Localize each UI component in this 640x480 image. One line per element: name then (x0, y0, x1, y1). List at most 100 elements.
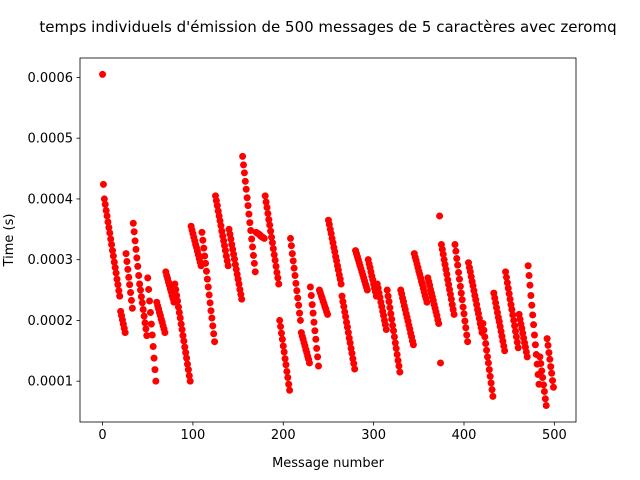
point (174, 303, 182, 311)
point (463, 331, 471, 339)
point (458, 296, 466, 304)
point (287, 242, 295, 250)
point (124, 265, 132, 273)
point (179, 332, 187, 340)
point (180, 337, 188, 345)
point (268, 233, 276, 241)
point (127, 288, 135, 296)
point (391, 339, 399, 347)
point (202, 259, 210, 267)
point (396, 368, 404, 376)
point (128, 304, 136, 312)
point (106, 229, 114, 237)
point (108, 240, 116, 248)
point (132, 245, 140, 253)
point (348, 349, 356, 357)
y-tick-label: 0.0006 (28, 71, 74, 86)
point (340, 302, 348, 310)
point (541, 395, 549, 403)
point (435, 319, 443, 327)
point (454, 261, 462, 269)
point (148, 331, 156, 339)
point (201, 252, 209, 260)
point (199, 236, 207, 244)
point (109, 252, 117, 260)
point (547, 363, 555, 371)
point (292, 279, 300, 287)
plot-frame (79, 57, 577, 423)
point (130, 228, 138, 236)
point (277, 323, 285, 331)
point (136, 286, 144, 294)
point (309, 309, 317, 317)
point (260, 234, 268, 242)
point (175, 309, 183, 317)
point (265, 216, 273, 224)
point (135, 271, 143, 279)
point (250, 259, 258, 267)
point (514, 344, 522, 352)
point (337, 280, 345, 288)
point (241, 177, 249, 185)
point (290, 264, 298, 272)
point (146, 297, 154, 305)
point (483, 346, 491, 354)
point (437, 359, 445, 367)
point (239, 152, 247, 160)
point (384, 292, 392, 300)
point (338, 292, 346, 300)
point (270, 251, 278, 259)
point (116, 292, 124, 300)
point (105, 223, 113, 231)
point (240, 161, 248, 169)
point (104, 218, 112, 226)
point (531, 341, 539, 349)
point (161, 329, 169, 337)
point (483, 353, 491, 361)
point (275, 280, 283, 288)
point (549, 383, 557, 391)
point (462, 324, 470, 332)
point (140, 312, 148, 320)
point (393, 350, 401, 358)
point (527, 292, 535, 300)
point (230, 255, 238, 263)
point (529, 311, 537, 319)
point (286, 234, 294, 242)
point (460, 310, 468, 318)
point (508, 305, 516, 313)
point (151, 366, 159, 374)
point (246, 219, 254, 227)
point (242, 185, 250, 193)
point (134, 262, 142, 270)
point (249, 251, 257, 259)
point (501, 347, 509, 355)
point (206, 299, 214, 307)
point (185, 372, 193, 380)
point (487, 379, 495, 387)
point (489, 392, 497, 400)
point (343, 323, 351, 331)
point (171, 280, 179, 288)
point (281, 355, 289, 363)
point (480, 326, 488, 334)
y-axis-label: Time (s) (2, 214, 17, 268)
point (131, 237, 139, 245)
point (513, 338, 521, 346)
point (395, 362, 403, 370)
point (111, 264, 119, 272)
point (479, 319, 487, 327)
point (142, 325, 150, 333)
point (447, 295, 455, 303)
point (145, 285, 153, 293)
point (506, 295, 514, 303)
point (174, 297, 182, 305)
point (150, 354, 158, 362)
point (511, 322, 519, 330)
point (200, 244, 208, 252)
point (217, 222, 225, 230)
point (464, 338, 472, 346)
point (248, 235, 256, 243)
point (363, 286, 371, 294)
